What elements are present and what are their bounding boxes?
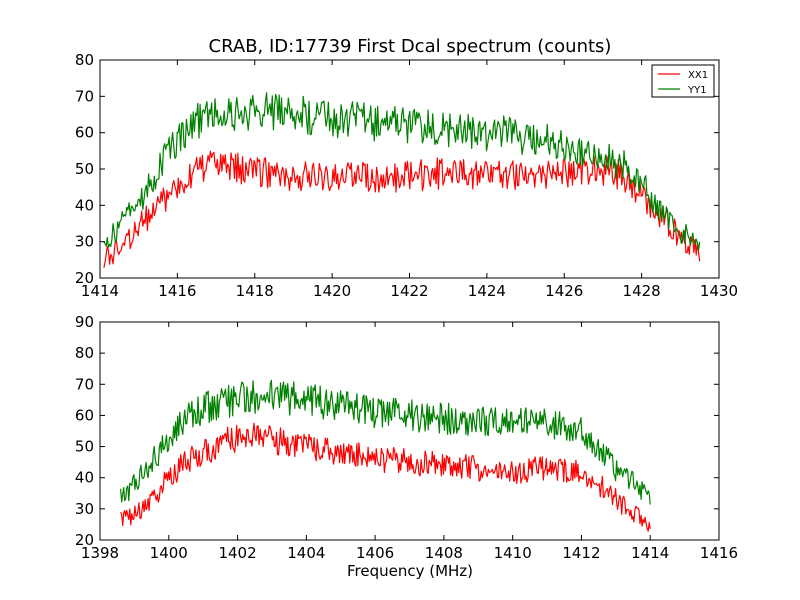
chart-title: CRAB, ID:17739 First Dcal spectrum (coun… <box>209 36 612 57</box>
legend-box <box>651 64 715 98</box>
x-tick-label-6: 1410 <box>494 544 532 562</box>
y-tick-label-3: 50 <box>75 160 94 178</box>
bottom-series-group <box>120 379 651 532</box>
x-tick-label-3: 1420 <box>313 282 351 300</box>
x-tick-label-4: 1422 <box>390 282 428 300</box>
top-axis-ticks: 1414 1416 1418 1420 1422 1424 1426 1428 1430 20 30… <box>75 51 738 300</box>
y-tick-label-2: 40 <box>75 469 94 487</box>
y-tick-label-4: 60 <box>75 406 94 424</box>
y-tick-label-1: 30 <box>75 233 94 251</box>
x-tick-label-8: 1414 <box>631 544 669 562</box>
x-tick-label-1: 1400 <box>150 544 188 562</box>
series-line-0-0 <box>103 150 701 268</box>
legend-label-xx1: XX1 <box>688 70 708 81</box>
series-line-1-1 <box>120 379 651 505</box>
x-tick-label-4: 1406 <box>356 544 394 562</box>
top-plot-frame <box>99 59 720 279</box>
x-tick-label-0: 1398 <box>81 544 119 562</box>
x-tick-label-1: 1416 <box>158 282 196 300</box>
y-tick-label-0: 20 <box>75 269 94 287</box>
legend-label-yy1: YY1 <box>687 85 707 96</box>
y-tick-label-6: 80 <box>75 51 94 69</box>
y-tick-label-1: 30 <box>75 500 94 518</box>
top-series-group <box>103 92 701 268</box>
y-tick-label-2: 40 <box>75 196 94 214</box>
y-tick-label-3: 50 <box>75 438 94 456</box>
bottom-plot-frame <box>99 321 720 541</box>
x-tick-label-0: 1414 <box>81 282 119 300</box>
y-tick-label-7: 90 <box>75 313 94 331</box>
x-tick-label-2: 1402 <box>218 544 256 562</box>
y-tick-label-4: 60 <box>75 124 94 142</box>
x-tick-label-3: 1404 <box>287 544 325 562</box>
bottom-panel: 1398 1400 1402 1404 1406 1408 1410 1412 1414 1416… <box>75 313 738 580</box>
x-axis-label: Frequency (MHz) <box>347 562 473 580</box>
x-tick-label-9: 1416 <box>700 544 738 562</box>
x-tick-label-2: 1418 <box>236 282 274 300</box>
series-line-1-0 <box>120 422 651 532</box>
x-tick-label-5: 1424 <box>468 282 506 300</box>
top-panel: CRAB, ID:17739 First Dcal spectrum (coun… <box>75 36 738 300</box>
series-line-0-1 <box>103 92 701 251</box>
y-tick-label-6: 80 <box>75 344 94 362</box>
x-tick-label-5: 1408 <box>425 544 463 562</box>
y-tick-label-5: 70 <box>75 375 94 393</box>
y-tick-label-5: 70 <box>75 87 94 105</box>
x-tick-label-6: 1426 <box>545 282 583 300</box>
y-tick-label-0: 20 <box>75 531 94 549</box>
legend: XX1 YY1 <box>651 64 715 98</box>
x-tick-label-8: 1430 <box>700 282 738 300</box>
bottom-axis-ticks: 1398 1400 1402 1404 1406 1408 1410 1412 1414 1416… <box>75 313 738 562</box>
x-tick-label-7: 1428 <box>623 282 661 300</box>
x-tick-label-7: 1412 <box>562 544 600 562</box>
